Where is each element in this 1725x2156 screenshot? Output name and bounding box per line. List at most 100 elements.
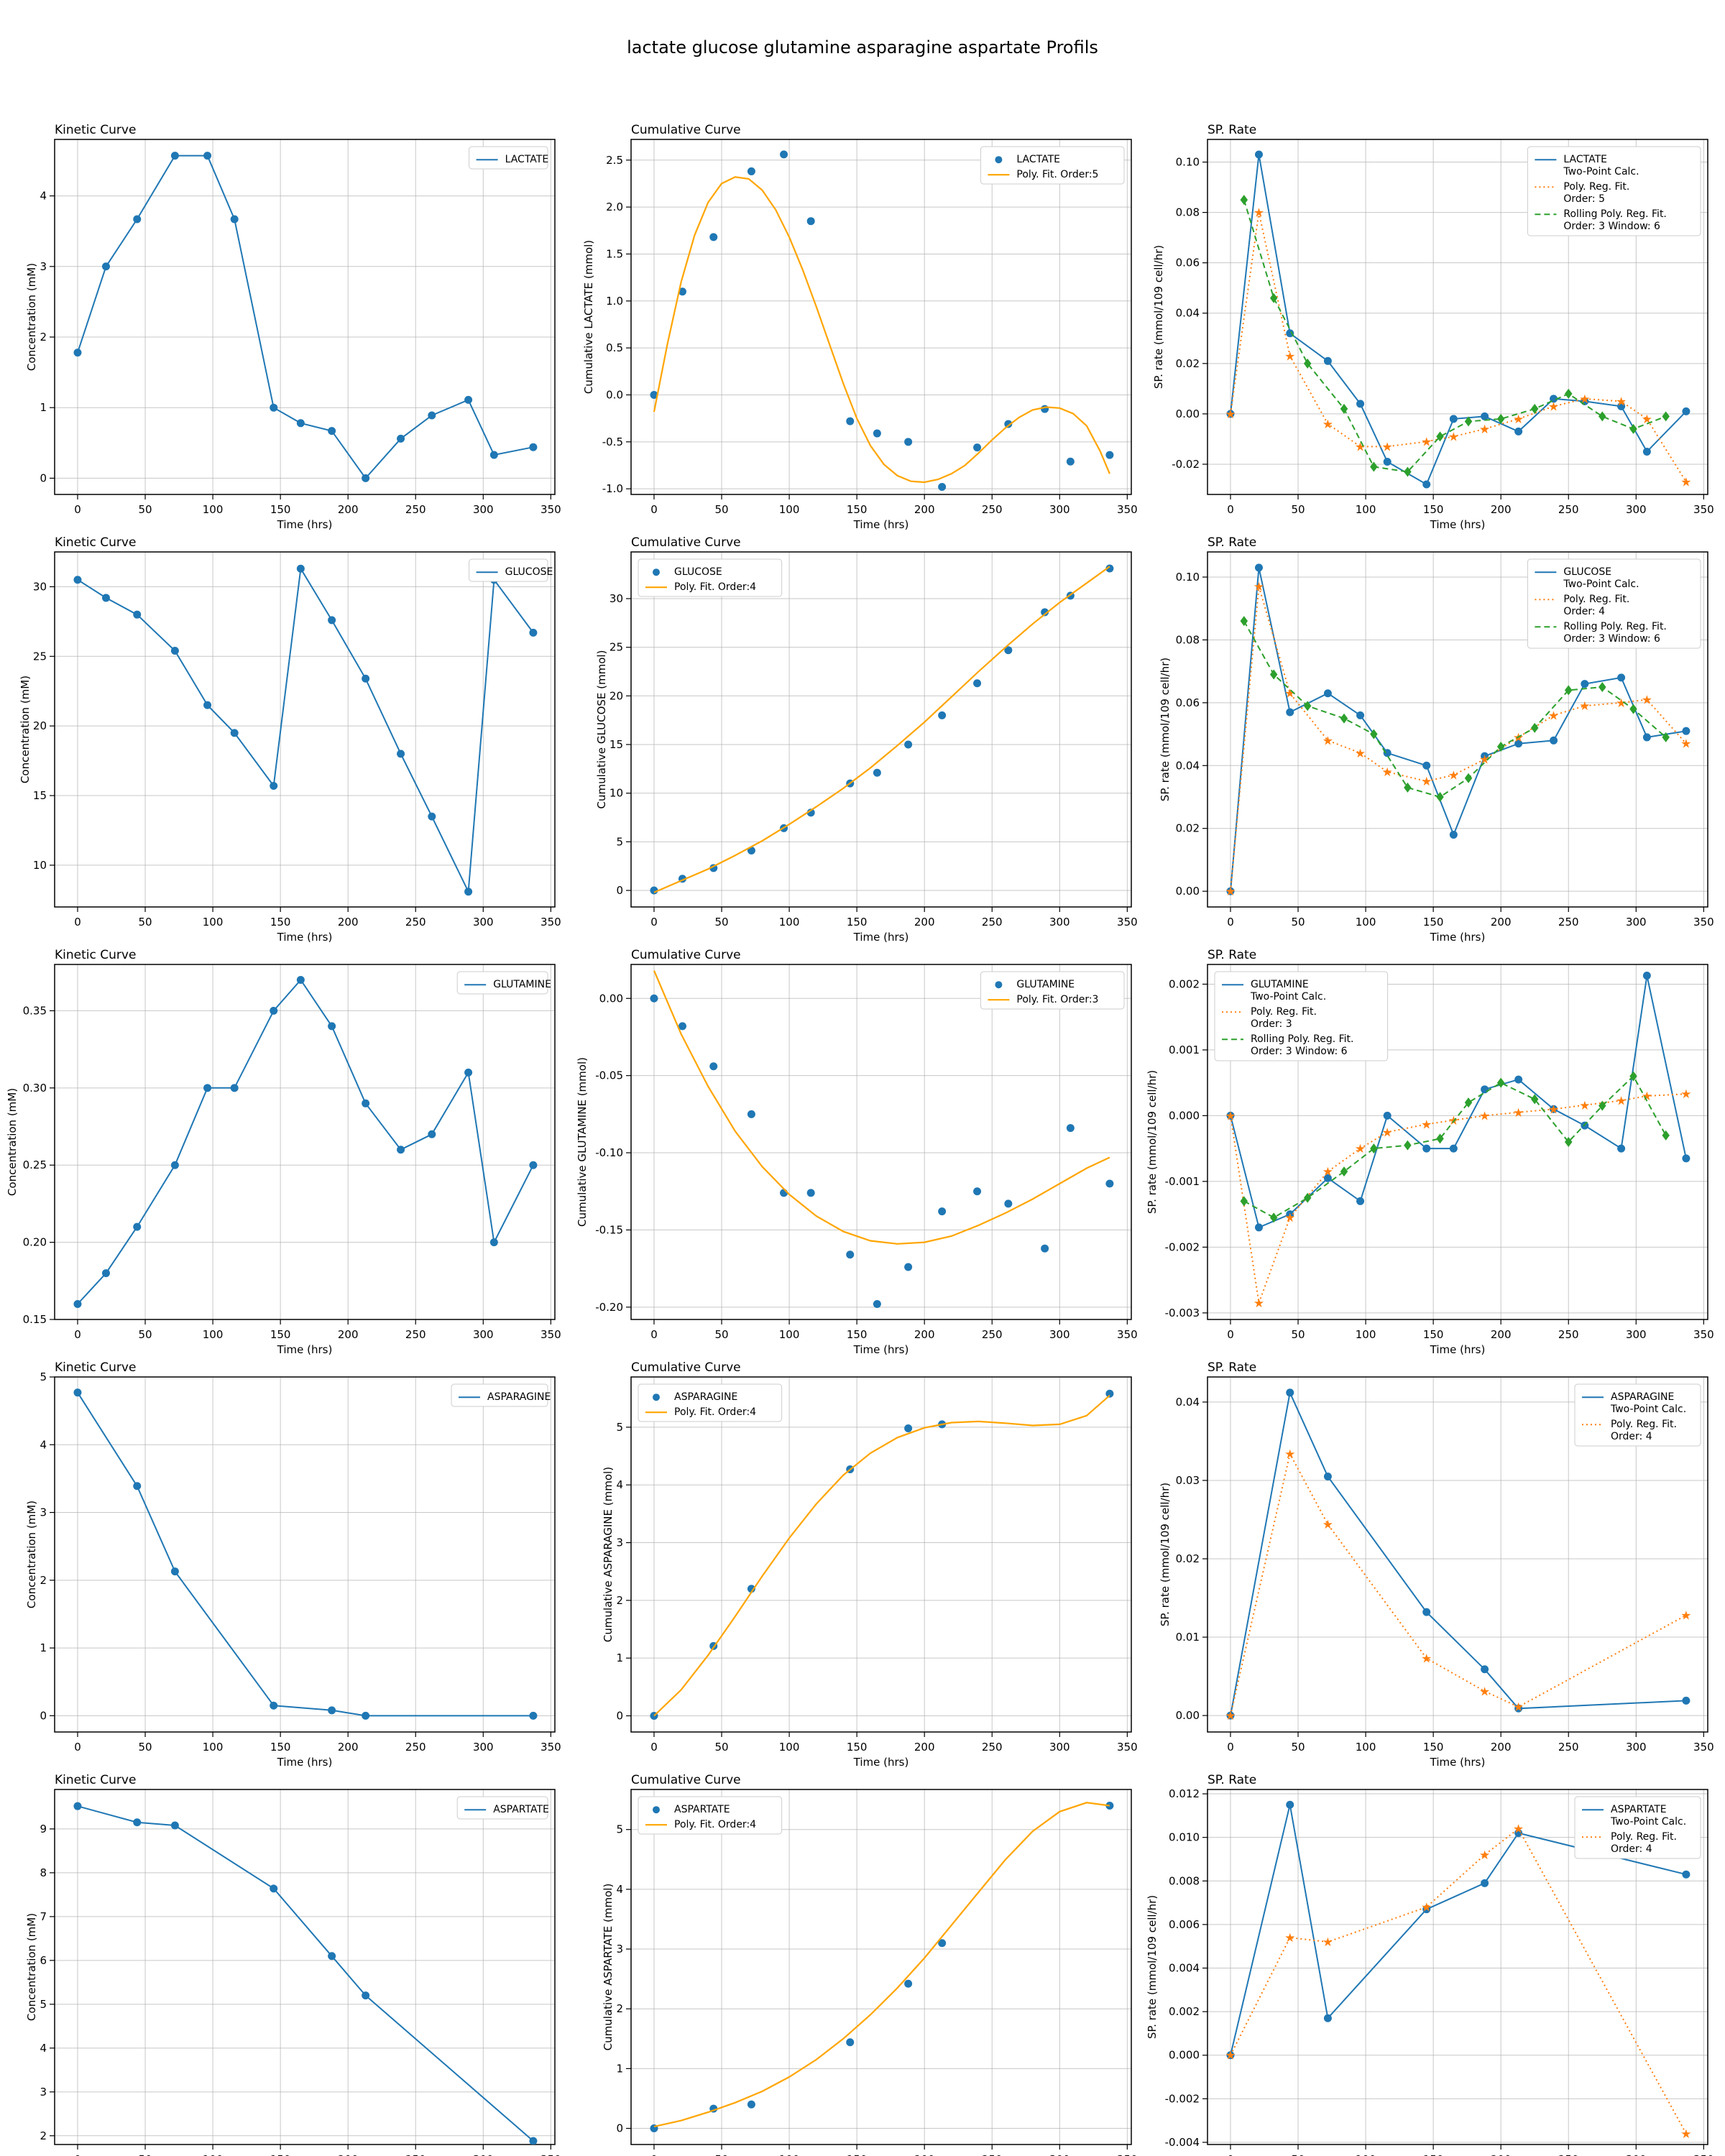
legend: ASPARAGINE [451,1383,551,1407]
data-point [1370,461,1378,472]
x-tick-label: 200 [1491,1741,1512,1754]
x-tick-label: 200 [338,2153,359,2156]
data-point [1682,1870,1690,1879]
data-point: ★ [1225,2049,1236,2063]
data-point: ★ [1225,885,1236,899]
data-point [1286,329,1294,338]
x-tick-label: 50 [714,2153,728,2156]
y-tick-label: 8 [40,1866,47,1879]
data-point [846,1250,855,1259]
y-tick-label: 0.02 [1176,822,1200,835]
y-axis-label: Cumulative GLUTAMINE (mmol) [576,1057,589,1227]
y-tick-label: 1 [40,1641,47,1654]
data-point [1383,457,1392,466]
legend-box [469,146,548,170]
panel-title: Cumulative Curve [631,123,741,137]
x-tick-label: 150 [847,1741,868,1754]
data-point [1404,466,1412,477]
x-axis-label: Time (hrs) [1430,1756,1486,1769]
data-point [1356,1197,1365,1205]
x-tick-label: 200 [914,1741,935,1754]
chart-panel: 0 50 100 150 200 250 300 350 10 15 20 25 30 Kinetic C… [19,535,561,944]
data-point [780,150,788,159]
y-tick-label: 0.02 [1176,1552,1200,1565]
data-point [904,1979,913,1988]
x-tick-label: 0 [650,2153,658,2156]
data-point [1323,1472,1332,1480]
series-line [1243,620,1667,798]
data-point [1422,1144,1431,1153]
data-point [73,1300,82,1309]
x-tick-label: 200 [1491,2153,1512,2156]
x-tick-label: 100 [779,916,800,929]
data-point: ★ [1322,1518,1333,1532]
x-tick-label: 300 [1626,916,1647,929]
data-point: ★ [1479,753,1490,768]
plot-area [650,970,1114,1309]
data-point [1105,1389,1114,1398]
x-tick-label: 100 [203,1741,224,1754]
data-point: ★ [1616,395,1627,409]
data-point: ★ [1548,1102,1559,1117]
x-tick-label: 250 [982,916,1003,929]
x-axis-label: Time (hrs) [853,931,909,944]
data-point [973,679,982,688]
data-point [1370,1143,1378,1154]
y-axis-label: Concentration (mM) [6,1088,19,1196]
data-point [489,1238,498,1247]
data-point [747,1585,755,1593]
data-point: ★ [1548,709,1559,723]
data-point [203,701,212,709]
y-tick-label: 0.08 [1176,206,1200,219]
data-point [428,812,436,821]
legend-label: GLUTAMINE [1016,979,1075,990]
x-tick-label: 300 [473,503,494,516]
x-tick-label: 350 [1117,503,1138,516]
legend-handle [995,156,1003,164]
x-tick-label: 50 [1291,503,1305,516]
x-tick-label: 200 [1491,1328,1512,1341]
y-tick-label: 4 [40,190,47,203]
data-point [938,1939,947,1948]
data-point [1240,195,1248,206]
y-tick-label: 1 [616,2062,623,2075]
x-tick-label: 150 [847,503,868,516]
x-tick-label: 150 [270,2153,291,2156]
x-tick-label: 350 [540,2153,561,2156]
legend-label: ASPARAGINE [487,1391,551,1403]
data-point [328,427,336,436]
y-axis-label: SP. rate (mmol/109 cell/hr) [1146,1070,1159,1214]
data-point [1066,1124,1075,1133]
data-point [1323,356,1332,365]
data-point [1598,681,1606,692]
legend-label: Order: 3 [1251,1018,1292,1030]
plot-area [73,152,538,482]
data-point [678,287,686,296]
legend-label: LACTATE [1016,154,1060,165]
panel-title: SP. Rate [1208,1773,1256,1787]
data-point [428,1130,436,1138]
x-tick-label: 50 [1291,916,1305,929]
x-tick-label: 350 [1693,1328,1714,1341]
data-point: ★ [1680,475,1691,489]
x-tick-label: 300 [1049,1328,1070,1341]
y-tick-label: 0.02 [1176,357,1200,370]
plot-area [73,564,538,896]
plot-area [650,1389,1114,1720]
data-point [1564,1137,1573,1147]
chart-panel: 0 50 100 150 200 250 300 350 0 1 2 3 4 5 Cumulative Cu… [602,1360,1138,1769]
plot-area: ★★★★★★★★★★★★★★★ [1225,972,1692,1311]
data-point: ★ [1421,435,1432,449]
legend-box [638,1796,783,1835]
data-point: ★ [1513,1700,1524,1715]
data-point [1383,749,1392,757]
data-point [1323,2014,1332,2022]
data-point: ★ [1680,1087,1691,1102]
data-point [170,647,179,655]
x-tick-label: 150 [1423,916,1444,929]
data-point: ★ [1616,1094,1627,1108]
x-tick-label: 50 [138,1741,152,1754]
data-point [1041,608,1049,617]
